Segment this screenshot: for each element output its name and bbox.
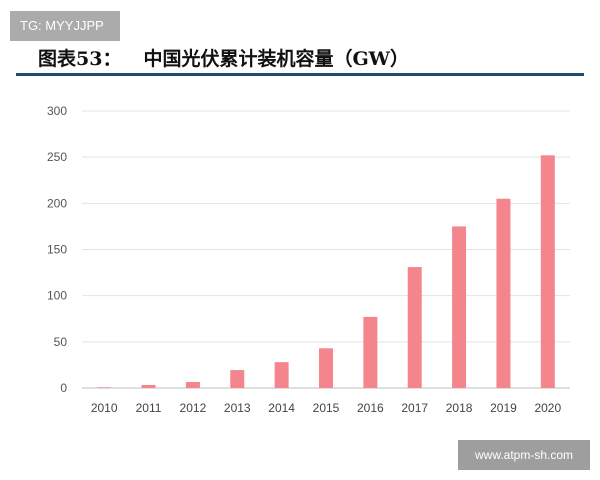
bar-2017 bbox=[407, 267, 422, 388]
chart-title-prefix: 图表53： bbox=[38, 48, 122, 70]
watermark-site: www.atpm-sh.com bbox=[458, 440, 590, 470]
x-tick-label: 2020 bbox=[534, 401, 561, 415]
y-tick-label: 100 bbox=[47, 289, 67, 303]
x-tick-label: 2011 bbox=[136, 401, 162, 415]
bar-2014 bbox=[274, 362, 289, 388]
bar-2011 bbox=[141, 384, 156, 388]
y-tick-label: 300 bbox=[47, 104, 67, 118]
x-tick-label: 2018 bbox=[446, 401, 473, 415]
y-tick-label: 0 bbox=[60, 381, 67, 395]
x-tick-label: 2017 bbox=[401, 401, 428, 415]
bar-2012 bbox=[185, 381, 200, 388]
y-tick-label: 250 bbox=[47, 150, 67, 164]
y-tick-label: 150 bbox=[47, 243, 67, 257]
chart-title-text: 中国光伏累计装机容量（GW） bbox=[143, 48, 410, 70]
title-rule bbox=[16, 73, 584, 76]
x-tick-label: 2012 bbox=[180, 401, 207, 415]
x-tick-label: 2016 bbox=[357, 401, 384, 415]
bar-2010 bbox=[97, 387, 112, 388]
bar-2013 bbox=[230, 370, 245, 388]
bar-2020 bbox=[540, 155, 555, 388]
x-tick-label: 2019 bbox=[490, 401, 517, 415]
chart-title: 图表53： 中国光伏累计装机容量（GW） bbox=[38, 44, 409, 71]
x-tick-label: 2013 bbox=[224, 401, 251, 415]
y-tick-label: 50 bbox=[54, 335, 68, 349]
bar-2018 bbox=[452, 226, 467, 388]
watermark-tag: TG: MYYJJPP bbox=[10, 11, 120, 41]
bar-2019 bbox=[496, 198, 511, 388]
x-tick-label: 2010 bbox=[91, 401, 118, 415]
bar-2015 bbox=[319, 348, 333, 388]
x-tick-label: 2015 bbox=[313, 401, 340, 415]
x-tick-label: 2014 bbox=[268, 401, 295, 415]
bar-2016 bbox=[363, 316, 378, 388]
y-tick-label: 200 bbox=[47, 196, 67, 210]
